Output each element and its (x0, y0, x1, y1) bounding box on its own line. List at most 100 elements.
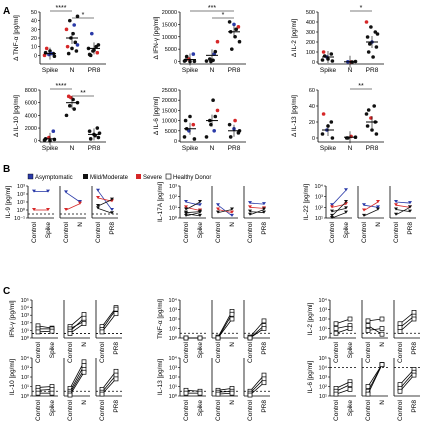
data-point (330, 136, 335, 140)
data-point (397, 325, 403, 330)
x-tick-label: N (229, 400, 236, 405)
data-point (261, 376, 267, 382)
x-tick-label: N (81, 400, 88, 405)
data-point (81, 359, 87, 365)
y-tick-label: 20 (31, 36, 37, 42)
data-point (49, 387, 55, 392)
y-tick-label: 10⁴ (21, 305, 30, 312)
x-tick-label: Spike (343, 222, 350, 239)
paired-line (331, 212, 347, 219)
data-point (374, 45, 379, 49)
data-point (216, 210, 220, 214)
panel-label-a: A (3, 6, 10, 17)
data-point (64, 27, 69, 32)
y-axis-label: Δ IL-6 [pg/ml] (153, 97, 160, 135)
data-point (365, 328, 371, 333)
data-point (261, 372, 267, 378)
y-tick-label: 10¹ (169, 205, 177, 211)
y-tick-label: 10² (169, 375, 177, 381)
x-tick-label: Control (215, 221, 222, 243)
paired-line (395, 201, 411, 204)
data-point (113, 306, 119, 312)
x-tick-label: Control (99, 399, 106, 421)
data-point (320, 132, 325, 136)
x-tick-label: Control (393, 221, 400, 243)
data-point (110, 211, 114, 215)
x-tick-label: Spike (42, 67, 59, 74)
data-point (347, 326, 353, 331)
paired-chart-1: 10⁴ 10³ 10² 10¹ 10⁰ TNF-α [pg/ml] Control Spike… (157, 297, 270, 363)
dotplot-2: 0 100 200 300 400 500 Spike N PR8 Δ IL-2 [pg/ml] * (291, 5, 384, 74)
y-axis-label: IL-13 [pg/ml] (157, 359, 164, 395)
data-point (365, 318, 371, 324)
paired-line (395, 206, 411, 216)
dotplot-3: 0 2000 4000 6000 8000 Spike N PR8 Δ IL-10 [pg/ml… (13, 83, 106, 152)
data-point (229, 311, 235, 317)
x-tick-label: Control (247, 341, 254, 363)
data-point (234, 27, 238, 32)
y-tick-label: 0 (174, 60, 177, 66)
data-point (233, 118, 237, 123)
paired-line (97, 208, 113, 214)
y-tick-label: 10³ (21, 313, 29, 319)
data-point (344, 206, 348, 210)
data-point (184, 207, 188, 211)
y-axis-label: IL-17A [pg/ml] (157, 182, 164, 222)
paired-line (101, 378, 117, 395)
y-tick-label: 10000 (162, 35, 177, 41)
data-point (198, 213, 202, 217)
data-point (88, 137, 93, 141)
x-tick-label: PR8 (113, 400, 120, 413)
data-point (229, 390, 235, 396)
paired-line (185, 206, 201, 211)
x-tick-label: PR8 (407, 222, 414, 235)
data-point (78, 201, 82, 205)
significance-label: * (222, 12, 225, 19)
x-tick-label: Control (183, 341, 190, 363)
paired-line (69, 372, 85, 396)
data-point (46, 189, 50, 193)
data-point (344, 210, 348, 214)
paired-line (217, 209, 233, 214)
y-tick-label: 10⁰ (169, 215, 178, 222)
y-axis-label: IFN-γ [pg/ml] (9, 300, 16, 337)
y-axis-label: Δ IL-13 [pg/ml] (291, 95, 298, 137)
y-tick-label: 2000 (25, 126, 37, 132)
y-tick-label: 10¹ (21, 385, 29, 391)
x-tick-label: Spike (347, 400, 354, 417)
data-point (51, 129, 56, 134)
dotplot-5: 0 20 40 60 Spike N PR8 Δ IL-13 [pg/ml] ** (291, 83, 384, 152)
significance-label: ** (358, 83, 364, 90)
data-point (347, 387, 353, 392)
data-point (183, 390, 189, 396)
paired-line (249, 209, 265, 216)
y-tick-label: 15000 (162, 108, 177, 114)
data-point (379, 326, 385, 331)
y-tick-label: 10² (21, 321, 29, 327)
data-point (330, 216, 334, 219)
data-point (96, 206, 100, 210)
y-tick-label: 200 (306, 40, 315, 46)
data-point (99, 329, 105, 335)
x-tick-label: Control (31, 221, 38, 243)
x-tick-label: Control (247, 399, 254, 421)
data-point (52, 137, 57, 142)
x-tick-label: PR8 (261, 400, 268, 413)
data-point (370, 128, 374, 132)
y-tick-label: 6000 (25, 101, 37, 107)
data-point (227, 122, 232, 127)
paired-line (249, 202, 265, 205)
data-point (72, 107, 76, 111)
data-point (211, 98, 215, 102)
data-point (408, 209, 412, 213)
data-point (369, 25, 373, 29)
data-point (411, 310, 417, 315)
paired-line (185, 201, 201, 206)
data-point (364, 112, 369, 116)
data-point (35, 329, 41, 335)
data-point (75, 14, 80, 19)
data-point (372, 104, 377, 108)
